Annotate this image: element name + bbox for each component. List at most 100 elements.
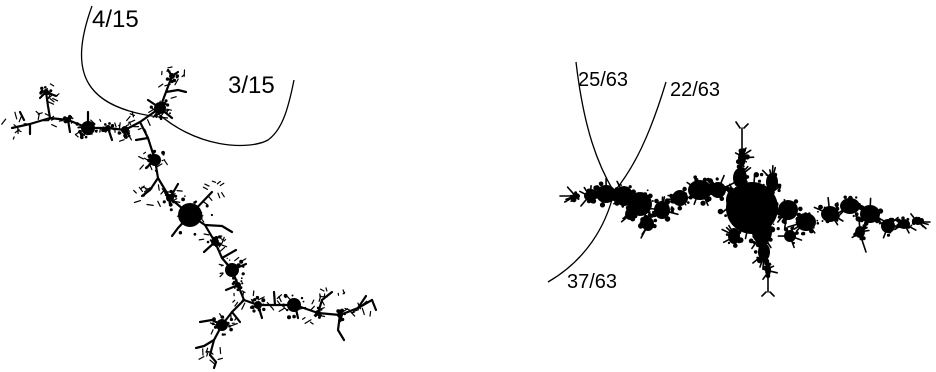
dendrite-twig xyxy=(157,200,161,207)
julia-filament xyxy=(707,177,714,185)
dendrite-twig xyxy=(219,246,226,252)
dendrite-twig xyxy=(223,325,226,330)
julia-filament xyxy=(858,207,866,210)
julia-filament xyxy=(630,213,635,218)
dendrite-twig xyxy=(125,124,130,127)
julia-fringe xyxy=(693,175,697,179)
dendrite-twig xyxy=(221,192,225,198)
dendrite-fleck xyxy=(242,265,245,268)
julia-filament xyxy=(791,240,795,249)
julia-fringe xyxy=(654,198,659,204)
dendrite-twig xyxy=(341,308,349,313)
dendrite-fleck xyxy=(223,333,226,336)
julia-filament xyxy=(662,196,666,202)
dendrite-twig xyxy=(218,242,222,248)
julia-fringe xyxy=(725,233,729,236)
dendrite-twig xyxy=(183,219,188,225)
dendrite-twig xyxy=(161,108,165,112)
dendrite-twig xyxy=(209,350,214,355)
dendrite-twig xyxy=(170,73,174,76)
dendrite-fleck xyxy=(168,201,172,205)
julia-fringe xyxy=(745,161,748,163)
dendrite-fleck xyxy=(215,244,218,248)
julia-body-lobe xyxy=(821,206,839,222)
dendrite-twig xyxy=(12,136,15,140)
dendrite-fleck xyxy=(249,306,253,309)
dendrite-twig xyxy=(237,264,240,268)
julia-fringe xyxy=(759,172,764,177)
dendrite-twig xyxy=(221,244,228,248)
dendrite-fleck xyxy=(178,231,183,235)
julia-fringe xyxy=(798,206,803,212)
dendrite-twig xyxy=(157,184,160,191)
dendrite-twig xyxy=(209,322,218,326)
left-julia-set: 4/15 3/15 xyxy=(1,5,378,370)
dendrite-twig xyxy=(319,288,325,292)
dendrite-twig xyxy=(219,273,224,278)
dendrite-twig xyxy=(176,190,183,192)
julia-fringe xyxy=(906,217,910,221)
dendrite-twig xyxy=(321,307,325,310)
dendrite-twig xyxy=(241,302,246,310)
julia-fringe xyxy=(586,199,592,204)
dendrite-fleck xyxy=(154,169,157,172)
julia-fringe xyxy=(652,224,657,229)
julia-filament xyxy=(744,232,748,240)
dendrite-fleck xyxy=(169,112,171,115)
julia-fringe xyxy=(816,222,820,225)
dendrite-fleck xyxy=(233,282,236,285)
julia-filament xyxy=(751,241,758,250)
dendrite-twig xyxy=(225,261,229,265)
julia-fringe xyxy=(777,188,781,193)
julia-fringe xyxy=(746,204,749,208)
julia-filament xyxy=(769,291,775,297)
dendrite-fleck xyxy=(262,307,266,312)
dendrite-fleck xyxy=(184,195,186,197)
julia-fringe xyxy=(808,212,811,215)
dendrite-twig xyxy=(298,306,307,310)
julia-fringe xyxy=(748,238,754,244)
dendrite-twig xyxy=(350,311,356,317)
julia-fringe xyxy=(700,200,706,206)
dendrite-twig xyxy=(223,238,227,242)
dendrite-twig xyxy=(276,294,283,300)
dendrite-twig xyxy=(143,157,148,161)
julia-fringe xyxy=(646,189,649,192)
dendrite-twig xyxy=(96,129,98,133)
julia-fringe xyxy=(818,204,823,210)
dendrite-fleck xyxy=(338,318,342,323)
dendrite-twig xyxy=(99,126,102,133)
dendrite-twig xyxy=(217,357,223,361)
dendrite-twig xyxy=(164,160,168,166)
julia-body-lobe xyxy=(654,201,670,219)
julia-fringe xyxy=(745,175,750,179)
julia-fringe xyxy=(901,216,905,220)
dendrite-fleck xyxy=(233,286,236,289)
julia-fringe xyxy=(749,229,752,232)
dendrite-twig xyxy=(230,322,238,327)
dendrite-fleck xyxy=(79,132,84,137)
julia-filament xyxy=(631,201,637,210)
julia-fringe xyxy=(647,193,653,199)
julia-body-lobe xyxy=(628,192,652,216)
dendrite-twig xyxy=(52,97,59,102)
dendrite-fleck xyxy=(252,298,256,302)
dendrite-twig xyxy=(219,182,225,187)
dendrite-twig xyxy=(194,211,199,219)
dendrite-fleck xyxy=(257,308,261,312)
dendrite-fleck xyxy=(296,314,299,317)
julia-filament xyxy=(579,190,586,195)
dendrite-fleck xyxy=(164,193,168,197)
dendrite-twig xyxy=(143,187,151,193)
dendrite-fleck xyxy=(193,232,197,236)
julia-fringe xyxy=(877,208,884,214)
ray-label-22-63: 22/63 xyxy=(670,79,720,101)
dendrite-twig xyxy=(160,111,165,117)
dendrite-twig xyxy=(147,119,151,127)
julia-filament xyxy=(724,184,731,188)
dendrite-twig xyxy=(158,100,161,108)
julia-fringe xyxy=(670,206,674,209)
dendrite-fleck xyxy=(300,296,304,300)
ray-25-63 xyxy=(575,61,615,193)
julia-filament xyxy=(894,225,900,231)
